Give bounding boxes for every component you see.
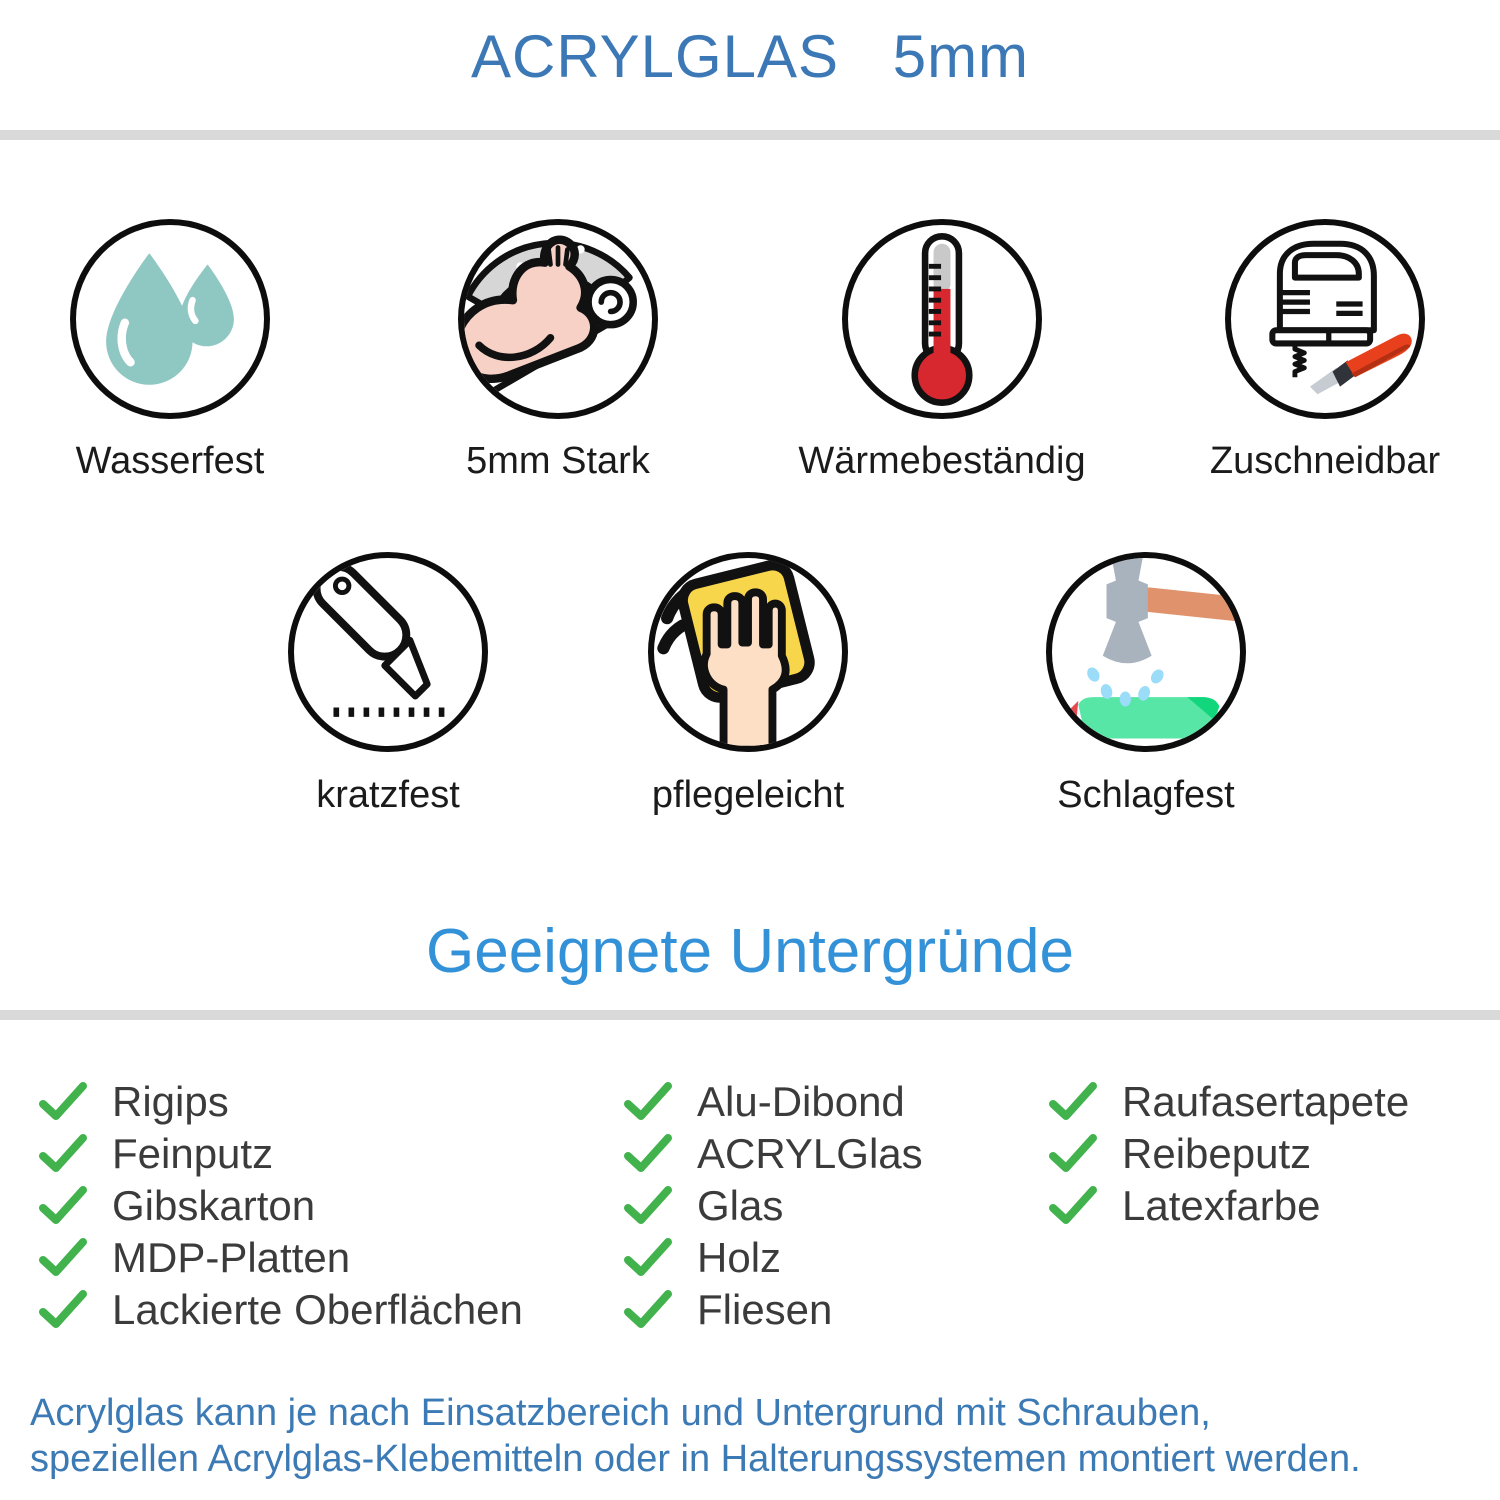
footer-line: Acrylglas kann je nach Einsatzbereich un…	[30, 1392, 1211, 1434]
surface-label: Holz	[697, 1234, 782, 1281]
page-title: ACRYLGLAS 5mm	[470, 23, 1030, 90]
list-item: Rigips	[38, 1076, 523, 1128]
feature-label: Wärmebeständig	[798, 440, 1086, 482]
check-icon	[39, 1186, 87, 1224]
check-icon	[1049, 1082, 1097, 1120]
feature-label: Schlagfest	[1057, 774, 1235, 816]
list-item: Lackierte Oberflächen	[38, 1284, 523, 1336]
list-item: Latexfarbe	[1048, 1180, 1409, 1232]
footer-note: Acrylglas kann je nach Einsatzbereich un…	[30, 1390, 1490, 1482]
footer-line: speziellen Acrylglas-Klebemitteln oder i…	[30, 1438, 1361, 1480]
divider	[0, 130, 1500, 140]
check-icon	[39, 1238, 87, 1276]
check-icon	[624, 1082, 672, 1120]
feature-circle-scratchproof	[288, 552, 488, 752]
list-item: ACRYLGlas	[623, 1128, 923, 1180]
list-item: Gibskarton	[38, 1180, 523, 1232]
surface-label: Glas	[697, 1182, 784, 1229]
check-icon	[624, 1238, 672, 1276]
list-item: Alu-Dibond	[623, 1076, 923, 1128]
check-icon	[39, 1082, 87, 1120]
hammer-icon	[1070, 558, 1240, 739]
surface-label: Feinputz	[112, 1130, 274, 1177]
utility-knife-icon	[312, 562, 445, 717]
water-drops-icon	[106, 253, 234, 385]
surface-label: Reibeputz	[1122, 1130, 1312, 1177]
list-item: Fliesen	[623, 1284, 923, 1336]
list-item: Glas	[623, 1180, 923, 1232]
list-item: Reibeputz	[1048, 1128, 1409, 1180]
feature-label: kratzfest	[316, 774, 460, 816]
feature-label: Zuschneidbar	[1209, 440, 1441, 482]
muscle-arm-icon	[464, 235, 637, 394]
feature-label: 5mm Stark	[466, 440, 650, 482]
surface-label: Lackierte Oberflächen	[112, 1286, 523, 1333]
surface-label: Latexfarbe	[1122, 1182, 1321, 1229]
surfaces-column-3: Raufasertapete Reibeputz Latexfarbe	[1048, 1076, 1409, 1232]
check-icon	[39, 1134, 87, 1172]
list-item: Feinputz	[38, 1128, 523, 1180]
surfaces-column-1: Rigips Feinputz Gibskarton MDP-Platten L…	[38, 1076, 523, 1336]
check-icon	[1049, 1186, 1097, 1224]
surface-label: Alu-Dibond	[697, 1078, 905, 1125]
check-icon	[1049, 1134, 1097, 1172]
list-item: Raufasertapete	[1048, 1076, 1409, 1128]
feature-circle-strength	[458, 219, 658, 419]
list-item: MDP-Platten	[38, 1232, 523, 1284]
list-item: Holz	[623, 1232, 923, 1284]
feature-circle-cuttable	[1225, 219, 1425, 419]
divider	[0, 1010, 1500, 1020]
feature-circle-impactproof	[1046, 552, 1246, 752]
feature-label: Wasserfest	[75, 440, 265, 482]
surfaces-column-2: Alu-Dibond ACRYLGlas Glas Holz Fliesen	[623, 1076, 923, 1336]
feature-circle-waterproof	[70, 219, 270, 419]
feature-circle-heat	[842, 219, 1042, 419]
check-icon	[624, 1186, 672, 1224]
check-icon	[39, 1290, 87, 1328]
section-title: Geeignete Untergründe	[425, 917, 1074, 986]
feature-circle-easycare	[648, 552, 848, 752]
surface-label: Raufasertapete	[1122, 1078, 1410, 1125]
jigsaw-icon	[1269, 240, 1412, 395]
feature-label: pflegeleicht	[651, 774, 845, 816]
surface-label: MDP-Platten	[112, 1234, 351, 1281]
cleaning-hand-icon	[657, 560, 815, 746]
surface-label: Rigips	[112, 1078, 229, 1125]
check-icon	[624, 1290, 672, 1328]
check-icon	[624, 1134, 672, 1172]
surface-label: Fliesen	[697, 1286, 833, 1333]
surface-label: Gibskarton	[112, 1182, 316, 1229]
thermometer-icon	[911, 232, 973, 406]
surface-label: ACRYLGlas	[697, 1130, 923, 1177]
